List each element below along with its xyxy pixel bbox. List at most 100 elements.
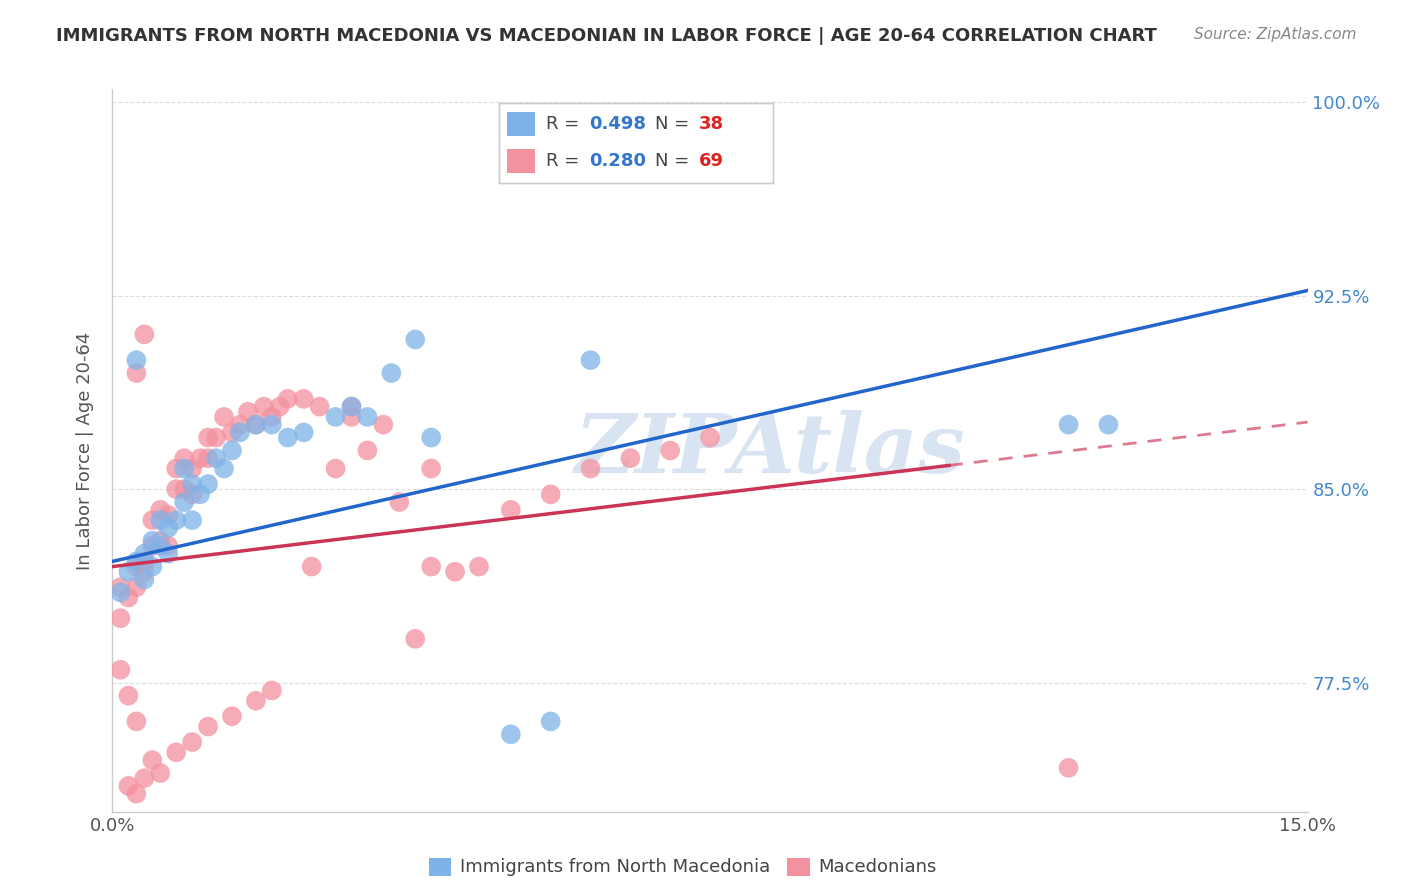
Point (181, 487, 204, 501)
Point (117, 779, 139, 793)
Point (356, 443, 378, 458)
Point (125, 353, 148, 368)
Point (141, 533, 163, 548)
Point (444, 565, 467, 579)
Text: N =: N = (655, 115, 696, 133)
Point (125, 554, 148, 568)
Point (165, 461, 187, 475)
Point (221, 425, 243, 440)
Point (619, 451, 641, 466)
Point (141, 559, 163, 574)
Point (173, 451, 195, 466)
Point (499, 503, 522, 517)
Point (340, 400, 363, 414)
Point (188, 451, 211, 466)
Point (125, 787, 148, 801)
Point (540, 487, 562, 501)
Text: Macedonians: Macedonians (818, 858, 936, 876)
Point (165, 745, 187, 759)
Point (373, 417, 395, 432)
Point (420, 461, 443, 475)
Point (468, 559, 491, 574)
Point (540, 714, 562, 729)
Point (125, 580, 148, 594)
Point (325, 461, 347, 475)
Point (659, 443, 682, 458)
Point (229, 417, 252, 432)
Point (340, 409, 363, 424)
Point (356, 409, 378, 424)
Point (165, 482, 187, 496)
FancyBboxPatch shape (508, 149, 534, 173)
Point (117, 565, 139, 579)
Point (149, 513, 172, 527)
Point (1057, 761, 1080, 775)
Point (260, 417, 283, 432)
Y-axis label: In Labor Force | Age 20-64: In Labor Force | Age 20-64 (76, 331, 94, 570)
Point (579, 353, 602, 368)
Point (269, 400, 291, 414)
Point (157, 508, 180, 522)
Point (173, 461, 195, 475)
Point (245, 417, 267, 432)
Point (420, 431, 443, 445)
Text: N =: N = (655, 153, 696, 170)
Point (117, 689, 139, 703)
Text: 0.280: 0.280 (589, 153, 647, 170)
Point (380, 366, 402, 380)
Point (134, 573, 156, 587)
Point (165, 513, 187, 527)
Point (141, 753, 163, 767)
Point (699, 431, 721, 445)
Point (188, 487, 211, 501)
Point (499, 727, 522, 741)
Point (149, 503, 172, 517)
Point (134, 565, 156, 579)
Point (277, 392, 299, 406)
Point (181, 477, 204, 491)
Point (134, 771, 156, 785)
Text: IMMIGRANTS FROM NORTH MACEDONIA VS MACEDONIAN IN LABOR FORCE | AGE 20-64 CORRELA: IMMIGRANTS FROM NORTH MACEDONIA VS MACED… (56, 27, 1157, 45)
Text: Immigrants from North Macedonia: Immigrants from North Macedonia (460, 858, 770, 876)
Text: ZIPAtlas: ZIPAtlas (574, 410, 966, 491)
Point (260, 683, 283, 698)
Point (134, 554, 156, 568)
Point (292, 392, 315, 406)
Point (125, 714, 148, 729)
Point (181, 513, 204, 527)
Point (1057, 417, 1080, 432)
Point (260, 409, 283, 424)
Point (110, 611, 132, 625)
Point (205, 431, 228, 445)
Point (1097, 417, 1119, 432)
FancyBboxPatch shape (508, 112, 534, 136)
Point (308, 400, 330, 414)
Point (125, 559, 148, 574)
Text: Source: ZipAtlas.com: Source: ZipAtlas.com (1194, 27, 1357, 42)
Point (245, 694, 267, 708)
Point (197, 431, 219, 445)
Text: R =: R = (546, 153, 585, 170)
Point (229, 425, 252, 440)
Point (141, 513, 163, 527)
Text: R =: R = (546, 115, 585, 133)
Point (181, 461, 204, 475)
Point (110, 585, 132, 599)
Point (404, 632, 426, 646)
Point (212, 461, 235, 475)
Point (157, 539, 180, 553)
Point (157, 547, 180, 561)
Point (205, 451, 228, 466)
Point (197, 477, 219, 491)
Point (388, 495, 411, 509)
Point (110, 580, 132, 594)
Point (134, 327, 156, 342)
Point (173, 495, 195, 509)
Point (221, 443, 243, 458)
Point (236, 405, 259, 419)
Point (117, 591, 139, 605)
Point (157, 521, 180, 535)
Point (245, 417, 267, 432)
Point (340, 400, 363, 414)
Point (579, 461, 602, 475)
